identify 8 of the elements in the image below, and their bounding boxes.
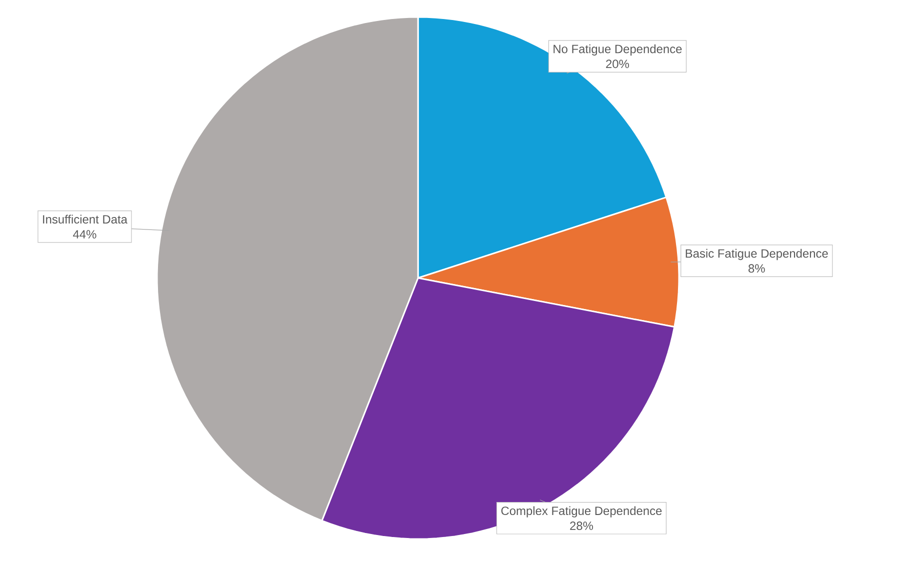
data-label: 20% — [606, 60, 629, 68]
data-label: 8% — [748, 264, 765, 273]
data-label: 28% — [570, 522, 593, 530]
slice-label: Complex Fatigue Dependence — [501, 506, 662, 518]
slice-label: Basic Fatigue Dependence — [686, 248, 828, 260]
data-label: 44% — [73, 230, 96, 238]
slice-label: Insufficient Data — [43, 214, 128, 224]
slice-label: No Fatigue Dependence — [554, 44, 682, 56]
